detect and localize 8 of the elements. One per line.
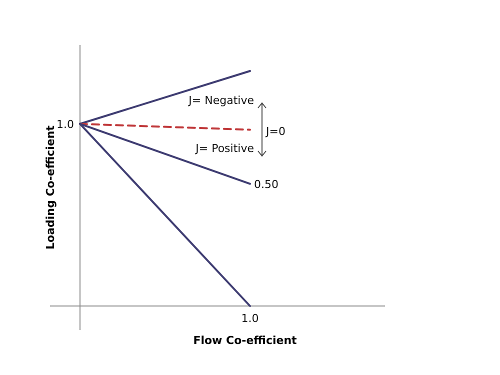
annotation: J= Positive <box>194 142 254 155</box>
annotation: J=0 <box>265 124 286 138</box>
text: 1.0 <box>241 312 259 325</box>
y-axis-title: Loading Co-efficient <box>44 126 57 250</box>
x-axis-title: Flow Co-efficient <box>193 334 297 347</box>
annotation: 0.50 <box>254 178 278 191</box>
annotation: J= Negative <box>188 94 254 107</box>
annotation: 1.0 <box>56 118 74 131</box>
